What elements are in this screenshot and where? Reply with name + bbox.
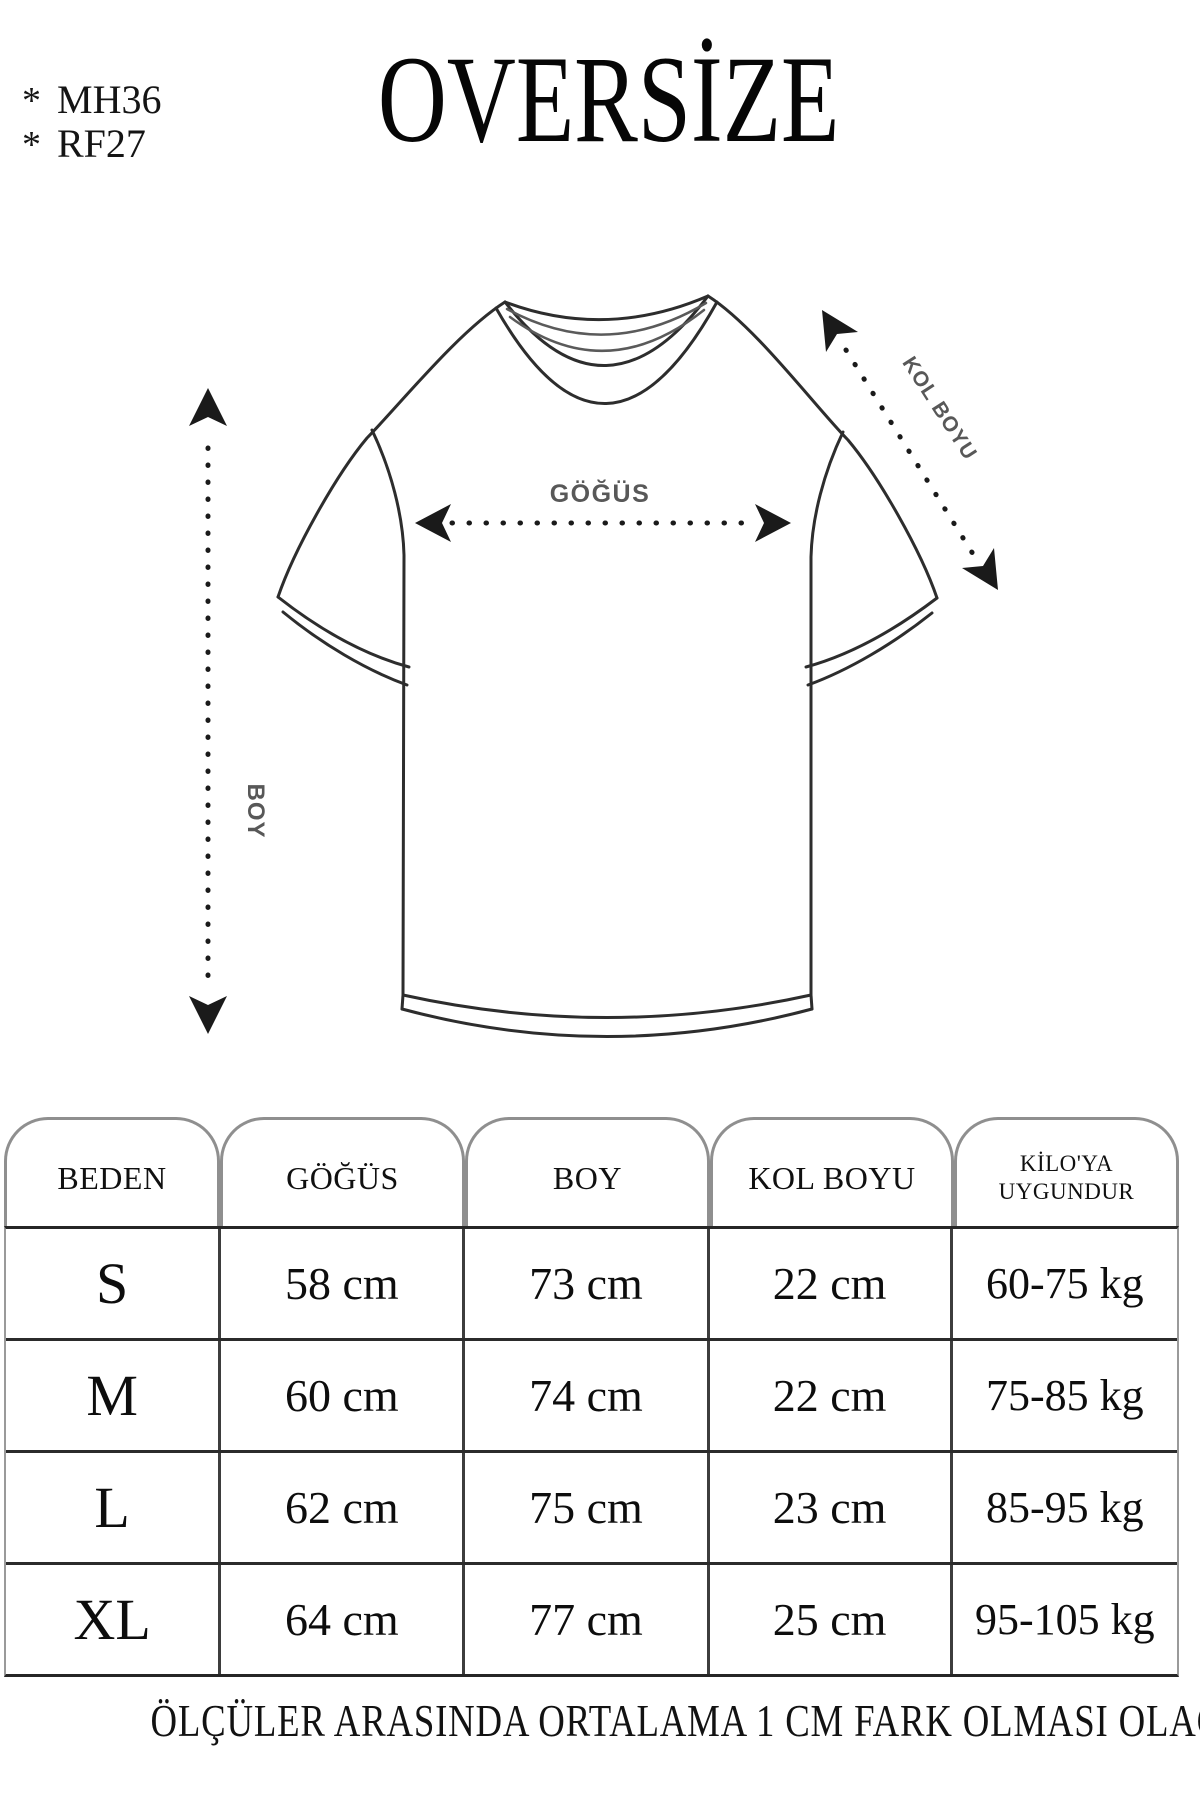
table-row-l: L 62 cm 75 cm 23 cm 85-95 kg [6,1450,1177,1562]
cell-chest: 58 cm [221,1229,466,1338]
sleeve-dotted-line [843,347,976,557]
product-codes: * MH36 * RF27 [22,77,162,167]
measurement-note-text: ÖLÇÜLER ARASINDA ORTALAMA 1 CM FARK OLMA… [150,1695,1200,1746]
cell-size: XL [6,1565,222,1674]
header-cell-boy: BOY [464,1117,710,1226]
header-label: KİLO'YA UYGUNDUR [998,1151,1135,1204]
chest-arrowhead-right [755,504,791,542]
cell-size: L [6,1453,222,1562]
cell-sleeve: 25 cm [710,1565,953,1674]
header-label: BOY [552,1159,622,1196]
header-cell-gogus: GÖĞÜS [219,1117,465,1226]
product-code: MH36 [57,77,162,122]
table-row-m: M 60 cm 74 cm 22 cm 75-85 kg [6,1338,1177,1450]
asterisk-bullet: * [22,80,41,122]
header-label: GÖĞÜS [286,1159,399,1196]
length-arrowhead-bottom [189,996,227,1034]
page-title: OVERSİZE [378,31,840,168]
header-cell-beden: BEDEN [4,1117,220,1226]
cell-weight: 95-105 kg [974,1595,1155,1644]
measurement-note: ÖLÇÜLER ARASINDA ORTALAMA 1 CM FARK OLMA… [0,1694,1200,1747]
tshirt-outline [276,294,939,1038]
product-code: RF27 [57,121,146,166]
cell-chest: 60 cm [221,1341,466,1450]
cell-size: M [6,1341,222,1450]
page-title-wrap: OVERSİZE [0,31,1200,168]
size-table: BEDEN GÖĞÜS BOY KOL BOYU KİLO'YA UYGUNDU… [4,1117,1179,1677]
collar-ribbing-lines [505,301,708,352]
measurement-arrows [189,310,998,1034]
cell-weight: 85-95 kg [985,1483,1144,1532]
table-row-s: S 58 cm 73 cm 22 cm 60-75 kg [6,1229,1177,1338]
cell-weight: 60-75 kg [985,1259,1144,1308]
cell-sleeve: 22 cm [710,1341,953,1450]
size-table-header: BEDEN GÖĞÜS BOY KOL BOYU KİLO'YA UYGUNDU… [4,1117,1179,1226]
cell-length: 74 cm [465,1341,710,1450]
header-label: BEDEN [57,1159,167,1196]
cell-length: 77 cm [465,1565,710,1674]
cell-chest: 64 cm [221,1565,466,1674]
chest-label: GÖĞÜS [550,479,651,508]
product-code-line: * MH36 [22,77,162,123]
header-cell-kol-boyu: KOL BOYU [709,1117,954,1226]
cell-length: 75 cm [465,1453,710,1562]
header-cell-kiloya-uygundur: KİLO'YA UYGUNDUR [953,1117,1179,1226]
cell-sleeve: 23 cm [710,1453,953,1562]
length-arrowhead-top [189,388,227,426]
cell-size: S [6,1229,222,1338]
table-row-xl: XL 64 cm 77 cm 25 cm 95-105 kg [6,1562,1177,1674]
sleeve-arrowhead-bottom [962,548,998,590]
sleeve-arrowhead-top [822,310,858,352]
length-label: BOY [242,783,269,838]
cell-length: 73 cm [465,1229,710,1338]
cell-chest: 62 cm [221,1453,466,1562]
size-table-body: S 58 cm 73 cm 22 cm 60-75 kg M 60 cm 74 … [4,1226,1179,1677]
header-label: KOL BOYU [748,1159,916,1196]
chest-arrowhead-left [415,504,451,542]
product-code-line: * RF27 [22,121,161,167]
asterisk-bullet: * [22,124,41,166]
cell-sleeve: 22 cm [710,1229,953,1338]
sleeve-label: KOL BOYU [898,353,982,465]
cell-weight: 75-85 kg [985,1371,1144,1420]
